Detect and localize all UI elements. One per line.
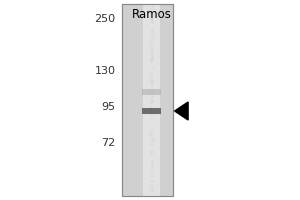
Bar: [122, 4, 172, 196]
Text: 130: 130: [94, 66, 116, 76]
Bar: [122, 4, 172, 196]
Text: Ramos: Ramos: [132, 8, 171, 21]
Polygon shape: [175, 102, 188, 120]
Bar: [142, 89, 161, 95]
Bar: [142, 108, 161, 114]
Bar: [143, 4, 160, 196]
Text: 250: 250: [94, 14, 116, 24]
Text: 72: 72: [101, 138, 116, 148]
Text: 95: 95: [101, 102, 116, 112]
